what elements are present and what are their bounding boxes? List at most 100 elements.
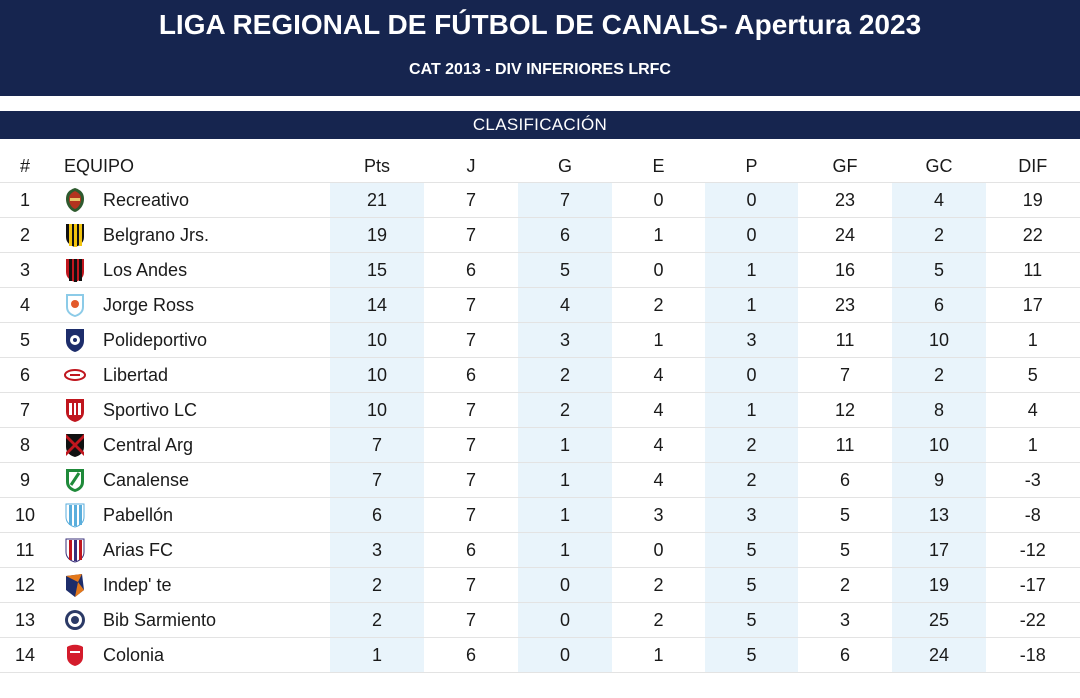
- points-cell: 2: [330, 602, 424, 638]
- lost-cell: 0: [705, 182, 798, 218]
- goal-difference-cell: 11: [986, 252, 1080, 288]
- team-name[interactable]: Bib Sarmiento: [103, 609, 217, 630]
- goals-for-cell: 23: [798, 287, 892, 323]
- won-cell: 3: [518, 322, 612, 358]
- team-name[interactable]: Belgrano Jrs.: [103, 224, 210, 245]
- table-row[interactable]: 1 Recreativo 21 7 7 0 0 23 4 19: [0, 182, 1080, 218]
- won-cell: 0: [518, 567, 612, 603]
- team-name[interactable]: Arias FC: [103, 539, 174, 560]
- goals-for-cell: 3: [798, 602, 892, 638]
- team-cell[interactable]: Bib Sarmiento: [50, 602, 330, 638]
- played-cell: 7: [424, 182, 518, 218]
- goals-against-cell: 10: [892, 322, 986, 358]
- goals-for-cell: 24: [798, 217, 892, 253]
- team-name[interactable]: Sportivo LC: [103, 399, 198, 420]
- played-cell: 7: [424, 427, 518, 463]
- goals-against-cell: 19: [892, 567, 986, 603]
- table-row[interactable]: 9 Canalense 7 7 1 4 2 6 9 -3: [0, 462, 1080, 498]
- lost-cell: 3: [705, 322, 798, 358]
- polideportivo-crest-icon: [64, 327, 86, 353]
- team-name[interactable]: Recreativo: [103, 189, 190, 210]
- goal-difference-cell: 5: [986, 357, 1080, 393]
- colonia-crest-icon: [64, 642, 86, 668]
- lost-cell: 2: [705, 427, 798, 463]
- lost-cell: 5: [705, 637, 798, 673]
- won-cell: 1: [518, 462, 612, 498]
- goal-difference-cell: -17: [986, 567, 1080, 603]
- drawn-cell: 0: [612, 532, 705, 568]
- team-name[interactable]: Central Arg: [103, 434, 194, 455]
- team-cell[interactable]: Jorge Ross: [50, 287, 330, 323]
- drawn-cell: 2: [612, 567, 705, 603]
- goals-for-cell: 11: [798, 427, 892, 463]
- goals-for-cell: 16: [798, 252, 892, 288]
- column-header-played[interactable]: J: [466, 155, 476, 176]
- column-header-won[interactable]: G: [557, 155, 572, 176]
- table-row[interactable]: 10 Pabellón 6 7 1 3 3 5 13 -8: [0, 497, 1080, 533]
- column-header-drawn[interactable]: E: [652, 155, 665, 176]
- table-row[interactable]: 2 Belgrano Jrs. 19 7 6 1 0 24 2 22: [0, 217, 1080, 253]
- team-cell[interactable]: Pabellón: [50, 497, 330, 533]
- team-cell[interactable]: Recreativo: [50, 182, 330, 218]
- points-cell: 14: [330, 287, 424, 323]
- goals-against-cell: 13: [892, 497, 986, 533]
- goals-for-cell: 6: [798, 462, 892, 498]
- team-cell[interactable]: Canalense: [50, 462, 330, 498]
- lost-cell: 0: [705, 217, 798, 253]
- goals-against-cell: 4: [892, 182, 986, 218]
- independiente-crest-icon: [64, 572, 86, 598]
- team-name[interactable]: Pabellón: [103, 504, 174, 525]
- team-name[interactable]: Los Andes: [103, 259, 188, 280]
- rank-cell: 10: [0, 497, 50, 533]
- drawn-cell: 0: [612, 252, 705, 288]
- table-row[interactable]: 4 Jorge Ross 14 7 4 2 1 23 6 17: [0, 287, 1080, 323]
- team-cell[interactable]: Arias FC: [50, 532, 330, 568]
- lost-cell: 5: [705, 532, 798, 568]
- team-name[interactable]: Jorge Ross: [103, 294, 195, 315]
- team-cell[interactable]: Belgrano Jrs.: [50, 217, 330, 253]
- column-header-goals-against[interactable]: GC: [925, 155, 953, 176]
- rank-cell: 7: [0, 392, 50, 428]
- table-row[interactable]: 8 Central Arg 7 7 1 4 2 11 10 1: [0, 427, 1080, 463]
- table-row[interactable]: 6 Libertad 10 6 2 4 0 7 2 5: [0, 357, 1080, 393]
- column-header-points[interactable]: Pts: [363, 155, 390, 176]
- drawn-cell: 3: [612, 497, 705, 533]
- column-header-goal-difference[interactable]: DIF: [986, 150, 1080, 183]
- table-row[interactable]: 14 Colonia 1 6 0 1 5 6 24 -18: [0, 637, 1080, 673]
- team-cell[interactable]: Central Arg: [50, 427, 330, 463]
- goals-for-cell: 12: [798, 392, 892, 428]
- table-row[interactable]: 13 Bib Sarmiento 2 7 0 2 5 3 25 -22: [0, 602, 1080, 638]
- team-name[interactable]: Indep' te: [103, 574, 172, 595]
- team-cell[interactable]: Libertad: [50, 357, 330, 393]
- team-cell[interactable]: Sportivo LC: [50, 392, 330, 428]
- column-header-rank[interactable]: #: [19, 155, 30, 176]
- team-cell[interactable]: Polideportivo: [50, 322, 330, 358]
- table-row[interactable]: 7 Sportivo LC 10 7 2 4 1 12 8 4: [0, 392, 1080, 428]
- lost-cell: 1: [705, 392, 798, 428]
- sportivo-lc-crest-icon: [64, 397, 86, 423]
- column-header-lost[interactable]: P: [745, 155, 758, 176]
- team-cell[interactable]: Colonia: [50, 637, 330, 673]
- lost-cell: 3: [705, 497, 798, 533]
- goals-against-cell: 2: [892, 357, 986, 393]
- column-header-team[interactable]: EQUIPO: [64, 155, 135, 176]
- table-row[interactable]: 3 Los Andes 15 6 5 0 1 16 5 11: [0, 252, 1080, 288]
- column-header-goals-for[interactable]: GF: [832, 155, 858, 176]
- libertad-crest-icon: [64, 362, 86, 388]
- goals-for-cell: 7: [798, 357, 892, 393]
- drawn-cell: 2: [612, 602, 705, 638]
- team-cell[interactable]: Los Andes: [50, 252, 330, 288]
- won-cell: 2: [518, 392, 612, 428]
- team-cell[interactable]: Indep' te: [50, 567, 330, 603]
- table-row[interactable]: 12 Indep' te 2 7 0 2 5 2 19 -17: [0, 567, 1080, 603]
- team-name[interactable]: Colonia: [103, 644, 165, 665]
- rank-cell: 3: [0, 252, 50, 288]
- table-row[interactable]: 5 Polideportivo 10 7 3 1 3 11 10 1: [0, 322, 1080, 358]
- team-name[interactable]: Libertad: [103, 364, 169, 385]
- table-row[interactable]: 11 Arias FC 3 6 1 0 5 5 17 -12: [0, 532, 1080, 568]
- points-cell: 7: [330, 462, 424, 498]
- team-name[interactable]: Canalense: [103, 469, 190, 490]
- goals-against-cell: 5: [892, 252, 986, 288]
- team-name[interactable]: Polideportivo: [103, 329, 208, 350]
- drawn-cell: 4: [612, 392, 705, 428]
